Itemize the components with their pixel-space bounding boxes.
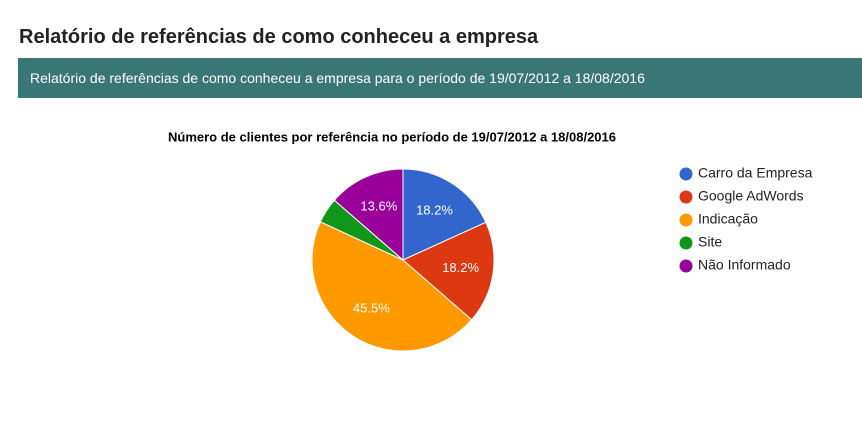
legend-swatch	[679, 167, 693, 181]
chart: Número de clientes por referência no per…	[168, 129, 813, 352]
page-title: Relatório de referências de como conhece…	[19, 26, 539, 48]
legend-label: Não Informado	[698, 257, 791, 273]
legend-label: Carro da Empresa	[698, 165, 813, 181]
legend-swatch	[679, 190, 693, 204]
slice-label: 18.2%	[416, 202, 453, 217]
pie-slice	[311, 221, 473, 352]
slice-label: 45.5%	[353, 300, 390, 315]
slice-label: 13.6%	[360, 198, 397, 213]
slice-label: 18.2%	[442, 260, 479, 275]
legend-label: Site	[698, 234, 722, 250]
pie-slice	[402, 221, 495, 321]
legend-label: Indicação	[698, 211, 758, 227]
pie-slice	[402, 168, 487, 261]
legend-swatch	[679, 213, 693, 227]
legend-label: Google AdWords	[698, 188, 804, 204]
legend-swatch	[679, 236, 693, 250]
banner: Relatório de referências de como conhece…	[18, 58, 862, 98]
legend-swatch	[679, 259, 693, 273]
pie-slice	[333, 168, 404, 262]
chart-title: Número de clientes por referência no per…	[168, 129, 616, 144]
